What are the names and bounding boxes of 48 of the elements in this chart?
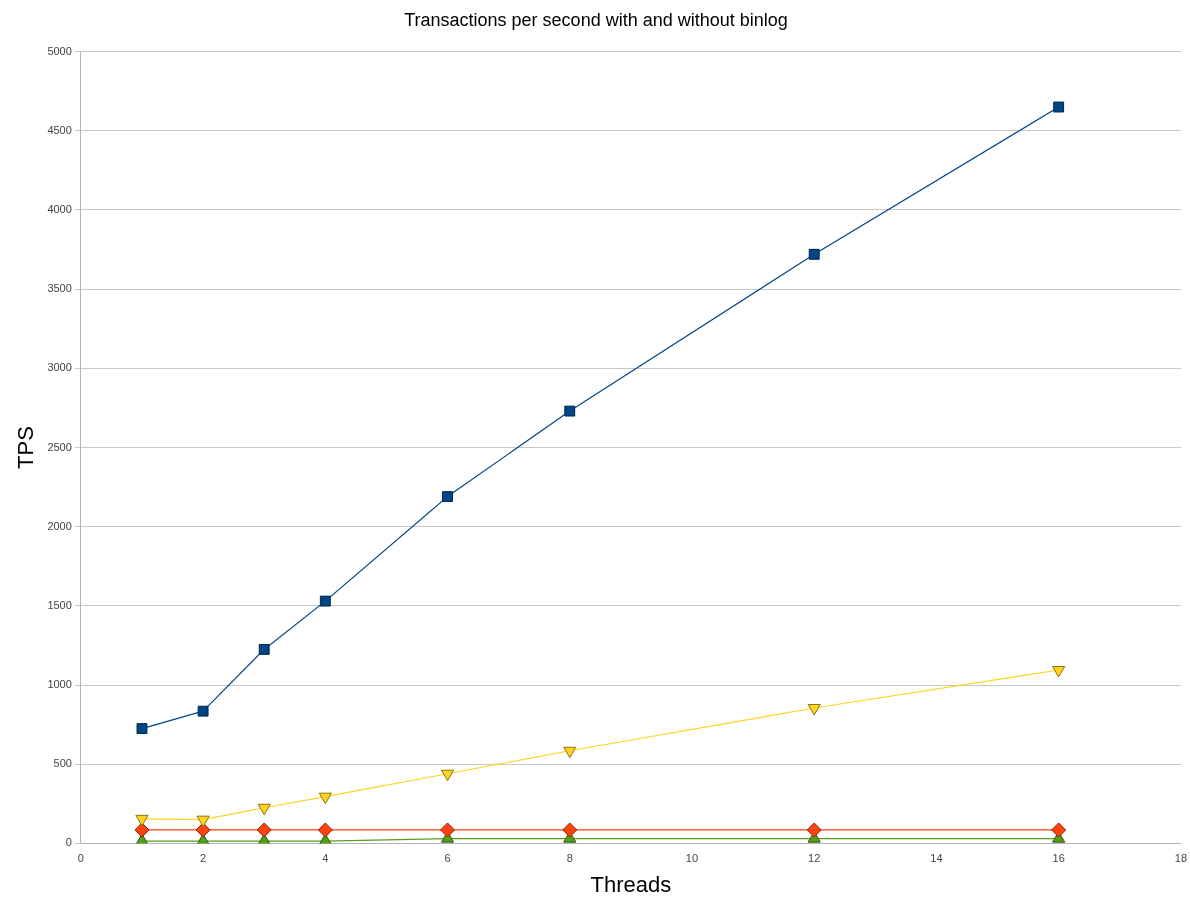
y-tick-label: 4000	[47, 202, 72, 215]
point	[196, 815, 210, 828]
x-tick-label: 12	[808, 852, 821, 865]
point	[317, 822, 333, 838]
y-tick-label: 3000	[47, 361, 72, 374]
point	[1053, 101, 1065, 113]
y-tick-label: 1500	[47, 598, 72, 611]
point	[564, 405, 576, 417]
point	[136, 723, 148, 735]
y-tick-label: 5000	[47, 44, 72, 57]
point	[318, 792, 332, 805]
point	[197, 705, 209, 717]
y-tick-label: 3500	[47, 282, 72, 295]
point	[319, 595, 331, 607]
y-tick-label: 500	[53, 757, 72, 770]
y-tick-label: 4500	[47, 123, 72, 136]
point	[134, 822, 150, 838]
y-tick-label: 2000	[47, 519, 72, 532]
point	[135, 814, 149, 827]
x-tick-label: 14	[930, 852, 943, 865]
point	[806, 822, 822, 838]
x-tick-label: 16	[1052, 852, 1065, 865]
y-tick-label: 1000	[47, 678, 72, 691]
x-axis-title: Threads	[590, 871, 672, 897]
point	[195, 822, 211, 838]
point	[562, 822, 578, 838]
point	[256, 822, 272, 838]
y-axis-title: TPS	[13, 426, 39, 469]
x-tick-label: 18	[1174, 852, 1188, 865]
x-tick-label: 0	[77, 852, 84, 865]
x-tick-label: 10	[685, 852, 699, 865]
x-tick-label: 4	[322, 852, 329, 865]
point	[1051, 822, 1067, 838]
y-tick-label: 2500	[47, 440, 72, 453]
point	[258, 643, 270, 655]
x-tick-label: 2	[200, 852, 207, 865]
chart-title: Transactions per second with and without binlog	[404, 9, 788, 30]
point	[563, 746, 577, 759]
x-tick-label: 6	[444, 852, 451, 865]
x-tick-label: 8	[566, 852, 573, 865]
y-tick-label: 0	[65, 836, 72, 849]
point	[807, 704, 821, 716]
point	[440, 822, 456, 838]
point	[808, 248, 820, 260]
point	[440, 769, 455, 782]
point	[442, 491, 453, 503]
point	[1052, 666, 1066, 678]
point	[257, 803, 271, 816]
